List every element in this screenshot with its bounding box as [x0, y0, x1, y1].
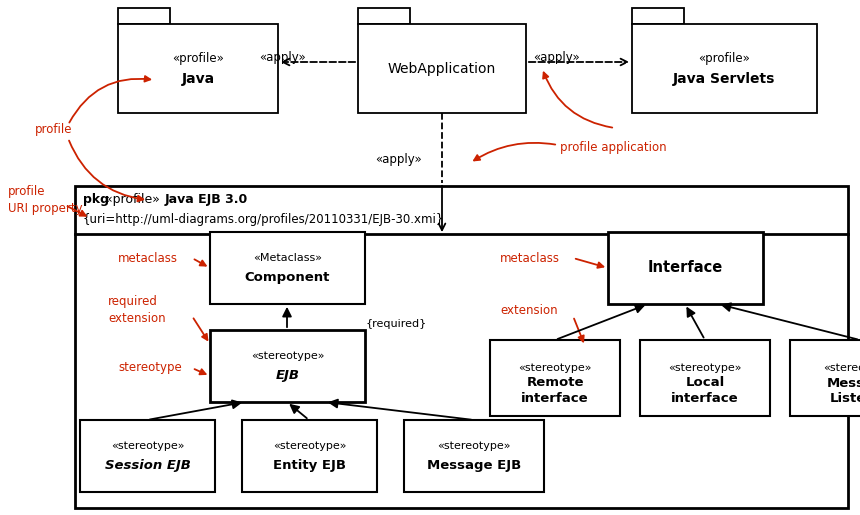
Bar: [210, 330, 365, 402]
Bar: [608, 232, 763, 304]
Bar: [358, 24, 526, 113]
Bar: [75, 186, 848, 508]
Text: Message EJB: Message EJB: [427, 459, 521, 472]
Text: «stereotype»: «stereotype»: [519, 363, 592, 373]
Bar: [118, 24, 278, 113]
Text: «stereotype»: «stereotype»: [273, 441, 347, 451]
Bar: [118, 8, 170, 24]
Text: Java EJB 3.0: Java EJB 3.0: [165, 194, 249, 207]
Bar: [632, 8, 684, 24]
Text: «Metaclass»: «Metaclass»: [253, 253, 322, 263]
Text: Listener: Listener: [829, 391, 860, 404]
Text: «profile»: «profile»: [105, 194, 164, 207]
Text: «stereotype»: «stereotype»: [823, 363, 860, 373]
Text: {uri=http://uml-diagrams.org/profiles/20110331/EJB-30.xmi}: {uri=http://uml-diagrams.org/profiles/20…: [83, 214, 445, 227]
Text: metaclass: metaclass: [500, 251, 560, 265]
Bar: [242, 420, 377, 492]
Bar: [358, 8, 410, 24]
Text: Component: Component: [245, 271, 330, 284]
Text: «profile»: «profile»: [698, 52, 751, 65]
Text: stereotype: stereotype: [118, 362, 181, 374]
Text: WebApplication: WebApplication: [388, 61, 496, 76]
Text: Interface: Interface: [648, 261, 723, 276]
Text: interface: interface: [671, 391, 739, 404]
Text: Entity EJB: Entity EJB: [273, 459, 346, 472]
Text: Java Servlets: Java Servlets: [673, 72, 776, 85]
Text: EJB: EJB: [275, 369, 299, 383]
Text: pkg: pkg: [83, 194, 114, 207]
Bar: [80, 420, 215, 492]
Text: «apply»: «apply»: [375, 153, 421, 166]
Text: {required}: {required}: [366, 319, 427, 329]
Text: extension: extension: [500, 303, 557, 317]
Bar: [632, 24, 817, 113]
Bar: [210, 232, 365, 304]
Text: profile: profile: [35, 124, 72, 136]
Text: «apply»: «apply»: [532, 50, 580, 63]
Text: «apply»: «apply»: [259, 50, 305, 63]
Bar: [404, 420, 544, 492]
Text: «profile»: «profile»: [172, 52, 224, 65]
Text: profile application: profile application: [560, 142, 666, 154]
Text: Java: Java: [181, 72, 214, 85]
Bar: [490, 340, 620, 416]
Text: «stereotype»: «stereotype»: [437, 441, 511, 451]
Text: «stereotype»: «stereotype»: [668, 363, 741, 373]
Text: profile
URI property: profile URI property: [8, 185, 83, 215]
Text: metaclass: metaclass: [118, 251, 178, 265]
Text: Remote: Remote: [526, 376, 584, 389]
Text: Message: Message: [827, 376, 860, 389]
Bar: [790, 340, 860, 416]
Text: required
extension: required extension: [108, 295, 166, 325]
Text: «stereotype»: «stereotype»: [111, 441, 184, 451]
Text: Session EJB: Session EJB: [105, 459, 190, 472]
Text: Local: Local: [685, 376, 725, 389]
Text: interface: interface: [521, 391, 589, 404]
Bar: [640, 340, 770, 416]
Text: «stereotype»: «stereotype»: [251, 351, 324, 361]
